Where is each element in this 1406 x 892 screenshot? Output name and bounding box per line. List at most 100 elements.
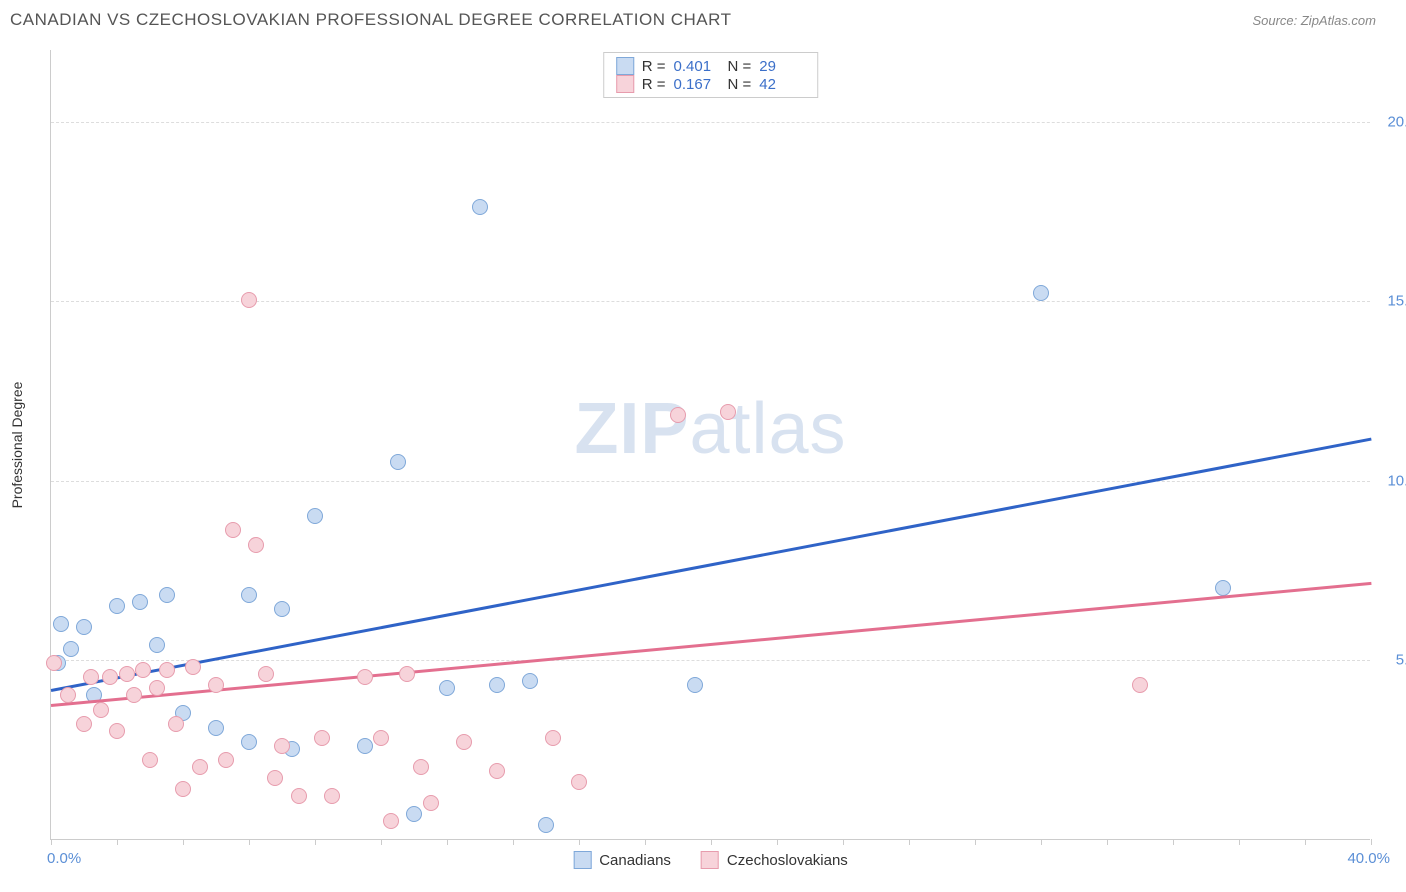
data-point [373,730,389,746]
legend-item-czech: Czechoslovakians [701,851,848,869]
data-point [135,662,151,678]
x-tick [117,839,118,845]
data-point [571,774,587,790]
data-point [439,680,455,696]
legend-label: Canadians [599,852,671,869]
x-tick [183,839,184,845]
data-point [192,759,208,775]
x-tick [249,839,250,845]
legend-item-canadians: Canadians [573,851,671,869]
trend-line-canadians [51,438,1371,692]
x-tick [51,839,52,845]
data-point [159,662,175,678]
data-point [76,716,92,732]
data-point [83,669,99,685]
gridline [51,122,1370,123]
data-point [413,759,429,775]
gridline [51,481,1370,482]
x-tick [1239,839,1240,845]
x-tick [1173,839,1174,845]
x-tick [711,839,712,845]
y-axis-label: Professional Degree [9,381,25,508]
data-point [522,673,538,689]
source-credit: Source: ZipAtlas.com [1252,13,1376,28]
data-point [248,537,264,553]
y-tick-label: 15.0% [1387,293,1406,310]
x-tick [909,839,910,845]
scatter-chart: ZIPatlas Professional Degree R =0.401N =… [50,50,1370,850]
watermark-logo: ZIPatlas [574,388,846,470]
data-point [126,687,142,703]
data-point [258,666,274,682]
source-link[interactable]: ZipAtlas.com [1301,13,1376,28]
data-point [472,199,488,215]
data-point [208,677,224,693]
x-axis-min: 0.0% [47,850,81,867]
x-tick [315,839,316,845]
data-point [291,788,307,804]
data-point [314,730,330,746]
data-point [46,655,62,671]
x-tick [1305,839,1306,845]
data-point [119,666,135,682]
chart-title: CANADIAN VS CZECHOSLOVAKIAN PROFESSIONAL… [10,10,731,30]
data-point [545,730,561,746]
data-point [149,680,165,696]
data-point [102,669,118,685]
data-point [687,677,703,693]
stats-row-canadians: R =0.401N =29 [616,57,806,75]
x-tick [1107,839,1108,845]
x-tick [777,839,778,845]
data-point [185,659,201,675]
data-point [720,404,736,420]
data-point [225,522,241,538]
data-point [423,795,439,811]
data-point [241,292,257,308]
data-point [109,723,125,739]
data-point [159,587,175,603]
data-point [1033,285,1049,301]
data-point [175,781,191,797]
data-point [1215,580,1231,596]
data-point [489,677,505,693]
chart-header: CANADIAN VS CZECHOSLOVAKIAN PROFESSIONAL… [0,0,1406,30]
data-point [53,616,69,632]
x-tick [1041,839,1042,845]
chart-legend: Canadians Czechoslovakians [573,851,848,869]
data-point [76,619,92,635]
stats-row-czech: R =0.167N =42 [616,75,806,93]
data-point [357,738,373,754]
data-point [168,716,184,732]
data-point [406,806,422,822]
x-tick [843,839,844,845]
plot-area: ZIPatlas Professional Degree R =0.401N =… [50,50,1370,840]
legend-label: Czechoslovakians [727,852,848,869]
x-tick [513,839,514,845]
x-tick [645,839,646,845]
data-point [1132,677,1148,693]
data-point [307,508,323,524]
x-tick [381,839,382,845]
x-axis-max: 40.0% [1347,850,1390,867]
correlation-stats-box: R =0.401N =29R =0.167N =42 [603,52,819,98]
data-point [383,813,399,829]
data-point [241,734,257,750]
legend-swatch [573,851,591,869]
data-point [218,752,234,768]
data-point [93,702,109,718]
series-swatch [616,75,634,93]
data-point [456,734,472,750]
data-point [489,763,505,779]
gridline [51,660,1370,661]
data-point [274,738,290,754]
data-point [241,587,257,603]
data-point [390,454,406,470]
data-point [324,788,340,804]
x-tick [1371,839,1372,845]
data-point [149,637,165,653]
data-point [538,817,554,833]
data-point [208,720,224,736]
y-tick-label: 5.0% [1396,652,1406,669]
data-point [60,687,76,703]
data-point [142,752,158,768]
